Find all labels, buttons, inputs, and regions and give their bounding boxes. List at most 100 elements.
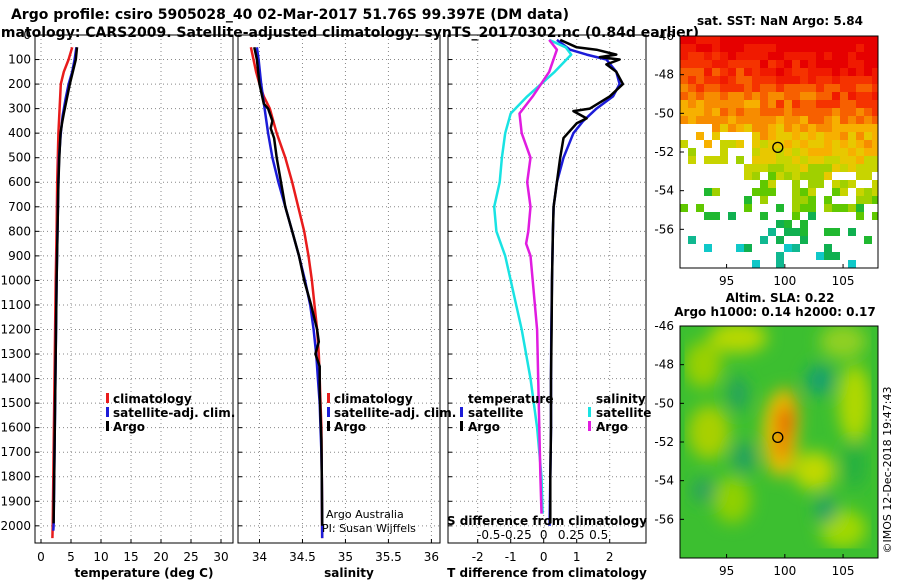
x-tick-label: 15 [123, 550, 138, 564]
sst-cell [840, 60, 848, 68]
sst-cell [848, 84, 856, 92]
y-tick-label: 900 [8, 249, 31, 263]
sst-cell [872, 108, 878, 116]
sst-cell [808, 36, 816, 44]
sst-cell [792, 132, 800, 140]
sst-cell [864, 36, 872, 44]
s-difference-axis-label: S difference from climatology [447, 514, 647, 528]
series-line-climatology [249, 47, 324, 539]
sst-cell [840, 140, 848, 148]
sst-cell [784, 36, 792, 44]
sst-cell [728, 44, 736, 52]
sst-cell [816, 108, 824, 116]
sst-cell [864, 132, 872, 140]
sst-cell [856, 36, 864, 44]
sst-cell [824, 116, 832, 124]
sst-cell [784, 156, 792, 164]
temperature-panel: 0 5 10 15 20 25 300100200300400500600700800900… [0, 28, 234, 580]
y-tick-label: 2000 [0, 519, 31, 533]
sst-cell [800, 100, 808, 108]
sst-cell [752, 92, 760, 100]
sla-map-title-1: Altim. SLA: 0.22 [726, 291, 835, 305]
sst-cell [824, 196, 832, 204]
legend-swatch-satellite-adj [106, 407, 109, 417]
series-line-argo [253, 47, 324, 526]
sst-cell [848, 164, 856, 172]
sst-cell [768, 148, 776, 156]
sst-cell [720, 92, 728, 100]
sst-cell [784, 140, 792, 148]
s-tick-label: -0.25 [501, 528, 532, 542]
sst-cell [824, 172, 832, 180]
sst-cell [872, 52, 878, 60]
sst-cell [800, 148, 808, 156]
sst-cell [760, 84, 768, 92]
sst-cell [736, 140, 744, 148]
sst-cell [840, 68, 848, 76]
legend-label-s-argo: Argo [596, 420, 628, 434]
sst-cell [760, 180, 768, 188]
sst-cell [720, 36, 728, 44]
sst-cell [872, 188, 878, 196]
sst-cell [752, 132, 760, 140]
sst-cell [808, 60, 816, 68]
sst-cell [760, 36, 768, 44]
x-axis-label: temperature (deg C) [75, 566, 214, 580]
sst-cell [680, 92, 688, 100]
sst-cell [744, 100, 752, 108]
sst-cell [760, 60, 768, 68]
y-tick-label: 300 [8, 102, 31, 116]
sst-cell [800, 156, 808, 164]
sst-cell [776, 260, 784, 268]
sst-cell [736, 108, 744, 116]
credit-argo-australia: Argo Australia [326, 508, 404, 521]
sst-cell [848, 68, 856, 76]
sst-cell [776, 44, 784, 52]
sst-cell [816, 36, 824, 44]
x-tick-label: 1 [573, 550, 581, 564]
sst-cell [744, 92, 752, 100]
sst-cell [744, 84, 752, 92]
sst-cell [856, 172, 864, 180]
sst-cell [808, 108, 816, 116]
sst-cell [712, 132, 720, 140]
sst-cell [736, 100, 744, 108]
sst-cell [792, 196, 800, 204]
sst-cell [760, 92, 768, 100]
legend-label-t-satellite: satellite [468, 406, 523, 420]
sst-cell [808, 204, 816, 212]
sst-cell [816, 180, 824, 188]
sst-cell [856, 196, 864, 204]
legend-label-argo: Argo [334, 420, 366, 434]
sst-cell [784, 44, 792, 52]
sst-cell [704, 100, 712, 108]
sst-cell [720, 84, 728, 92]
sst-cell [736, 68, 744, 76]
x-tick-label: 34.5 [289, 550, 316, 564]
sst-cell [856, 44, 864, 52]
sst-cell [776, 124, 784, 132]
sst-cell [776, 236, 784, 244]
sst-cell [768, 76, 776, 84]
sst-cell [704, 140, 712, 148]
sst-cell [824, 124, 832, 132]
legend-title-temperature: temperature [468, 392, 553, 406]
sst-cell [800, 92, 808, 100]
legend-swatch-t-argo [460, 421, 463, 431]
sst-cell [696, 76, 704, 84]
sst-cell [704, 60, 712, 68]
legend-swatch-s-satellite [588, 407, 591, 417]
sst-cell [872, 68, 878, 76]
sst-cell [832, 76, 840, 84]
sst-cell [752, 68, 760, 76]
sst-cell [864, 92, 872, 100]
sst-cell [688, 156, 696, 164]
legend-label-satellite-adj: satellite-adj. clim. [334, 406, 456, 420]
sst-cell [696, 204, 704, 212]
sst-cell [864, 84, 872, 92]
y-tick-label: 1000 [0, 273, 31, 287]
legend-swatch-t-satellite [460, 407, 463, 417]
sst-cell [728, 52, 736, 60]
y-tick-label: 1500 [0, 396, 31, 410]
sst-cell [680, 84, 688, 92]
